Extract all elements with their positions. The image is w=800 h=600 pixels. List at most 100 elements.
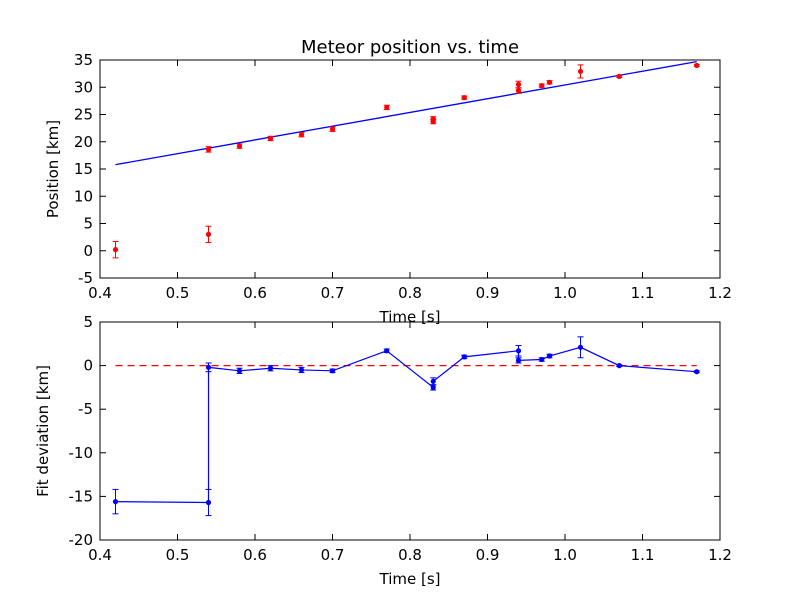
- data-point: [205, 146, 212, 153]
- top-x-tick-label: 0.6: [243, 284, 267, 302]
- top-x-tick-label: 0.8: [398, 284, 422, 302]
- top-y-tick-label: 0: [83, 242, 93, 260]
- deviation-point: [205, 488, 212, 517]
- top-series-layer: [112, 60, 700, 259]
- point-marker: [384, 104, 390, 111]
- data-point: [112, 240, 119, 259]
- top-y-tick-label: 10: [74, 187, 93, 205]
- point-marker: [205, 146, 212, 152]
- top-x-tick-label: 0.5: [166, 284, 190, 302]
- point-marker: [616, 73, 622, 79]
- bottom-y-tick-label: -20: [69, 531, 94, 549]
- deviation-point: [546, 353, 553, 359]
- point-marker: [546, 79, 553, 85]
- bottom-x-tick-label: 0.4: [88, 546, 112, 564]
- data-point: [515, 80, 522, 89]
- bottom-axes-frame: [99, 321, 721, 541]
- bottom-x-axis-label: Time [s]: [379, 570, 441, 588]
- point-marker: [539, 83, 545, 89]
- point-marker: [515, 348, 522, 354]
- data-point: [383, 104, 390, 111]
- bottom-y-axis-label: Fit deviation [km]: [34, 365, 52, 497]
- point-marker: [384, 348, 390, 354]
- data-point: [461, 95, 468, 101]
- bottom-y-tick-label: 5: [83, 313, 93, 331]
- top-x-tick-label: 1.0: [553, 284, 577, 302]
- point-marker: [577, 68, 584, 75]
- point-marker: [112, 499, 119, 505]
- data-point: [616, 73, 623, 79]
- point-marker: [430, 378, 436, 384]
- top-y-tick-label: 35: [74, 51, 93, 69]
- point-marker: [430, 384, 436, 390]
- point-marker: [515, 357, 522, 363]
- top-y-tick-label: 15: [74, 160, 93, 178]
- top-y-tick-label: 30: [74, 78, 93, 96]
- point-marker: [205, 364, 212, 370]
- bottom-y-tick-label: -5: [78, 400, 93, 418]
- point-marker: [267, 135, 274, 142]
- deviation-point: [515, 357, 522, 364]
- bottom-series-layer: [112, 336, 700, 517]
- top-y-tick-label: 25: [74, 106, 93, 124]
- data-point: [693, 62, 700, 69]
- deviation-point: [693, 369, 700, 375]
- bottom-x-tick-label: 1.0: [553, 546, 577, 564]
- bottom-y-tick-label: -10: [69, 444, 94, 462]
- deviation-point: [616, 363, 623, 369]
- point-marker: [236, 368, 243, 374]
- data-point: [205, 225, 212, 244]
- point-marker: [546, 353, 553, 359]
- fit-deviation-panel: 0.4 0.5 0.6 0.7 0.8 0.9 1.0 1.1 1.2 -20 -15 -10 -5 0 5…: [34, 313, 732, 588]
- bottom-x-tick-label: 0.5: [166, 546, 190, 564]
- bottom-x-tick-label: 0.8: [398, 546, 422, 564]
- data-point: [430, 116, 437, 122]
- top-axes-frame: [99, 59, 721, 279]
- top-y-tick-label: 5: [83, 215, 93, 233]
- point-marker: [267, 365, 274, 371]
- deviation-point: [430, 377, 437, 386]
- bottom-x-tick-label: 1.1: [631, 546, 655, 564]
- top-y-tick-label: 20: [74, 133, 93, 151]
- point-marker: [461, 354, 467, 360]
- deviation-point: [112, 488, 119, 515]
- point-marker: [329, 126, 336, 132]
- deviation-point: [205, 362, 212, 373]
- bottom-ticks-layer: 0.4 0.5 0.6 0.7 0.8 0.9 1.0 1.1 1.2 -20 -15 -10 -5 0 5: [69, 313, 732, 564]
- data-point: [546, 79, 553, 85]
- top-y-axis-label: Position [km]: [44, 120, 62, 218]
- point-marker: [694, 369, 700, 375]
- deviation-point: [267, 365, 274, 372]
- top-x-tick-label: 1.2: [708, 284, 732, 302]
- point-marker: [694, 62, 700, 69]
- top-x-tick-label: 0.7: [321, 284, 345, 302]
- point-marker: [461, 95, 467, 101]
- data-point: [577, 64, 584, 79]
- deviation-point: [383, 348, 390, 354]
- chart-title: Meteor position vs. time: [301, 37, 519, 58]
- point-marker: [236, 143, 243, 149]
- deviation-point: [329, 368, 336, 374]
- deviation-point: [538, 356, 545, 363]
- data-point: [329, 126, 336, 132]
- data-point: [298, 131, 305, 138]
- point-marker: [329, 368, 336, 374]
- point-marker: [515, 87, 522, 94]
- point-marker: [577, 344, 584, 350]
- point-marker: [112, 247, 119, 253]
- position-vs-time-panel: Meteor position vs. time 0.4 0.5 0.6 0.7 0.8…: [44, 37, 732, 326]
- deviation-point: [298, 366, 305, 374]
- bottom-y-tick-label: 0: [83, 357, 93, 375]
- bottom-x-tick-label: 0.6: [243, 546, 267, 564]
- point-marker: [205, 231, 212, 237]
- bottom-x-tick-label: 1.2: [708, 546, 732, 564]
- bottom-y-tick-label: -15: [69, 487, 94, 505]
- data-point: [538, 83, 545, 89]
- top-x-tick-label: 0.4: [88, 284, 112, 302]
- data-point: [236, 143, 243, 149]
- deviation-point: [515, 345, 522, 357]
- data-point: [267, 135, 274, 142]
- bottom-x-tick-label: 0.7: [321, 546, 345, 564]
- deviation-point: [461, 354, 468, 360]
- top-y-tick-label: -5: [78, 269, 93, 287]
